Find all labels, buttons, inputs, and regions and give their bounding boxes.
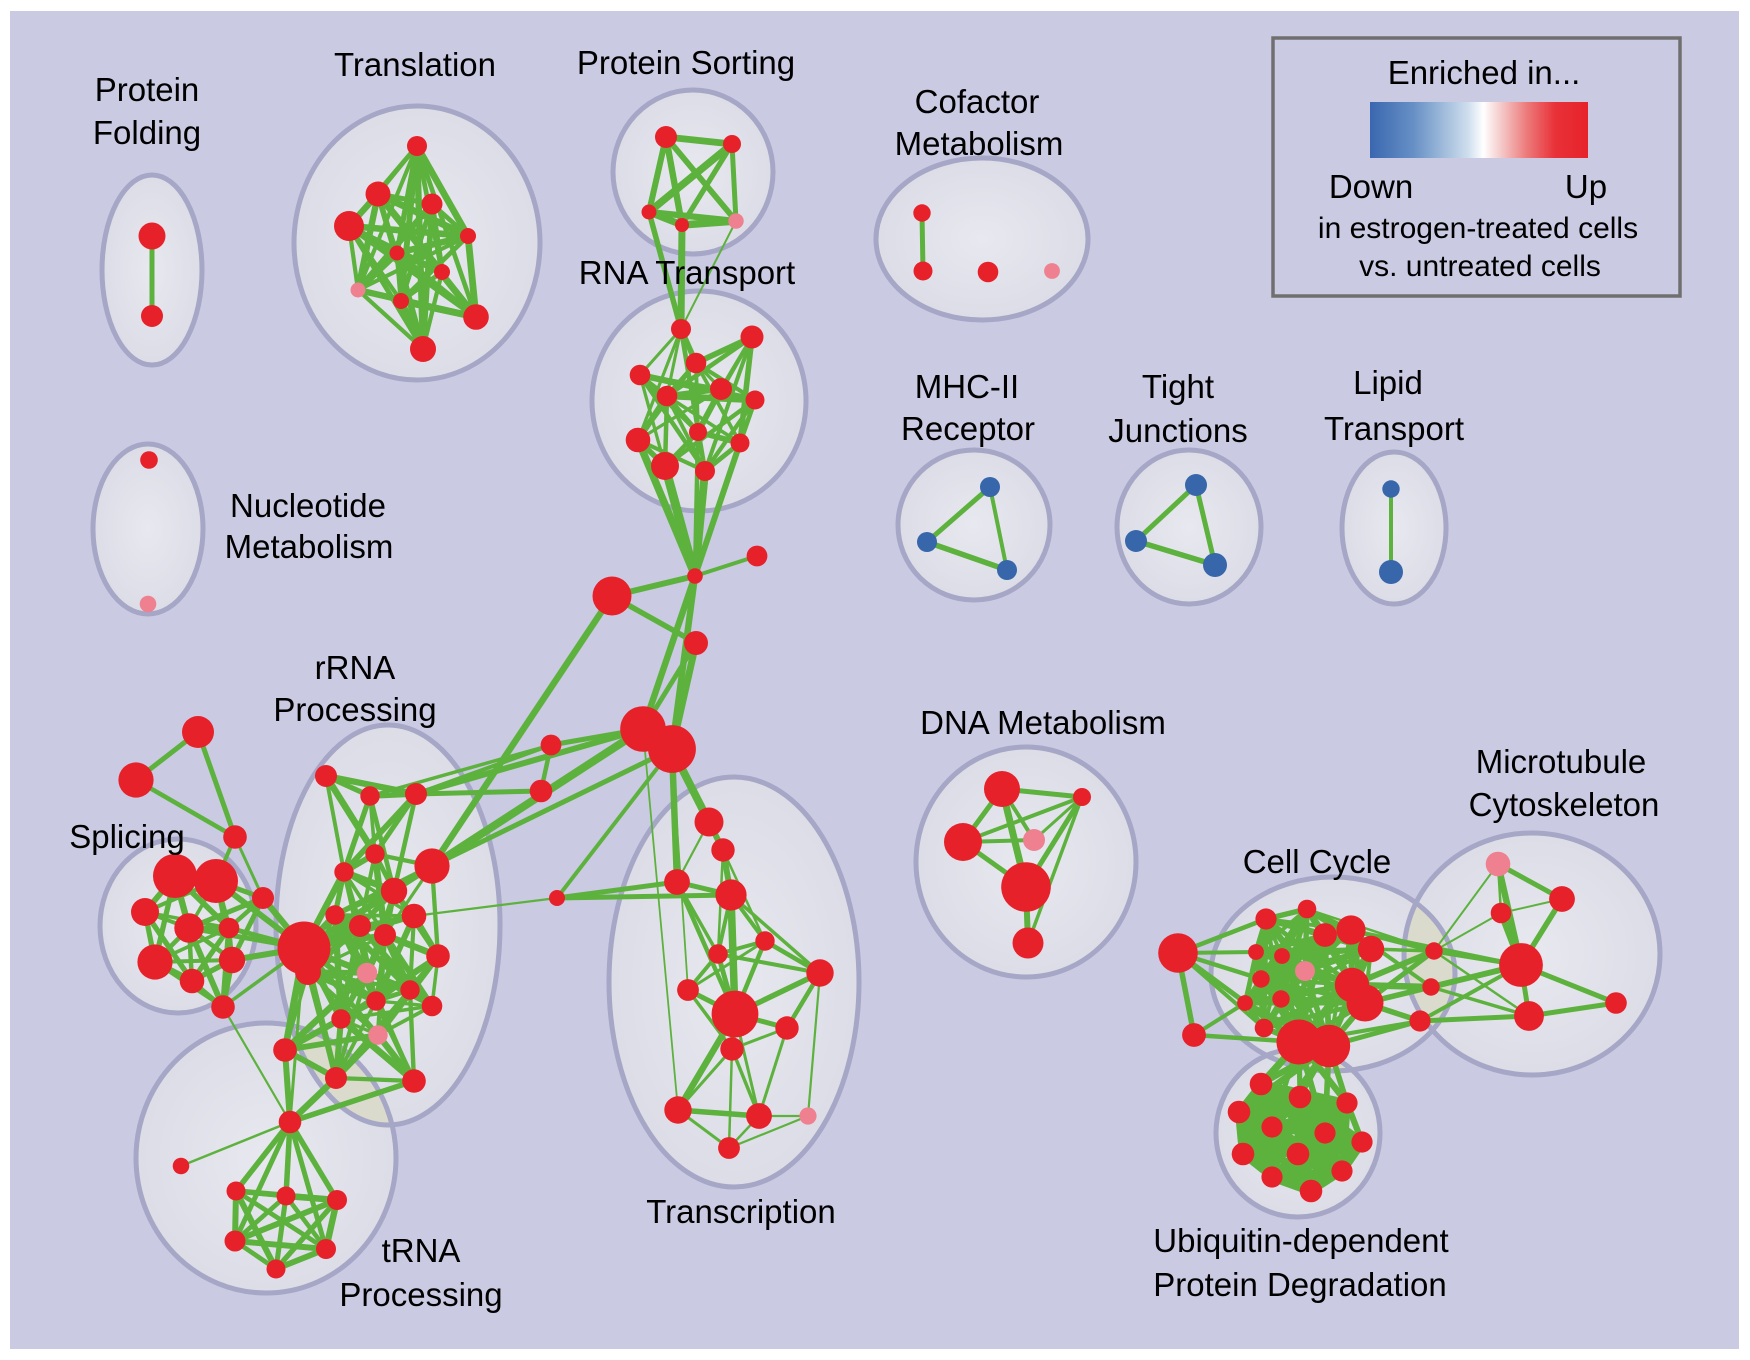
- svg-text:Nucleotide: Nucleotide: [230, 487, 386, 524]
- svg-text:Protein Degradation: Protein Degradation: [1153, 1266, 1447, 1303]
- svg-text:Junctions: Junctions: [1108, 412, 1247, 449]
- svg-text:Enriched in...: Enriched in...: [1388, 54, 1581, 91]
- svg-text:Lipid: Lipid: [1353, 364, 1423, 401]
- svg-text:Receptor: Receptor: [901, 410, 1035, 447]
- svg-text:Protein Sorting: Protein Sorting: [577, 44, 795, 81]
- svg-text:Transcription: Transcription: [646, 1193, 836, 1230]
- svg-text:Metabolism: Metabolism: [225, 528, 394, 565]
- svg-text:Folding: Folding: [93, 114, 201, 151]
- svg-text:RNA Transport: RNA Transport: [579, 254, 795, 291]
- svg-text:Splicing: Splicing: [69, 818, 185, 855]
- svg-text:Tight: Tight: [1142, 368, 1214, 405]
- svg-text:tRNA: tRNA: [382, 1232, 461, 1269]
- svg-text:Protein: Protein: [95, 71, 200, 108]
- svg-text:Cytoskeleton: Cytoskeleton: [1469, 786, 1660, 823]
- svg-text:Up: Up: [1565, 168, 1607, 205]
- svg-text:Down: Down: [1329, 168, 1413, 205]
- svg-text:Cell Cycle: Cell Cycle: [1243, 843, 1392, 880]
- svg-text:rRNA: rRNA: [315, 649, 396, 686]
- svg-text:Transport: Transport: [1324, 410, 1464, 447]
- svg-text:Cofactor: Cofactor: [915, 83, 1040, 120]
- svg-text:Translation: Translation: [334, 46, 496, 83]
- svg-text:vs. untreated cells: vs. untreated cells: [1359, 250, 1601, 283]
- svg-text:Microtubule: Microtubule: [1476, 743, 1647, 780]
- svg-text:DNA Metabolism: DNA Metabolism: [920, 704, 1166, 741]
- svg-text:in estrogen-treated cells: in estrogen-treated cells: [1318, 212, 1638, 245]
- svg-text:Processing: Processing: [273, 691, 436, 728]
- svg-text:Metabolism: Metabolism: [895, 125, 1064, 162]
- svg-text:Processing: Processing: [339, 1276, 502, 1313]
- svg-text:MHC-II: MHC-II: [915, 368, 1019, 405]
- svg-text:Ubiquitin-dependent: Ubiquitin-dependent: [1153, 1222, 1448, 1259]
